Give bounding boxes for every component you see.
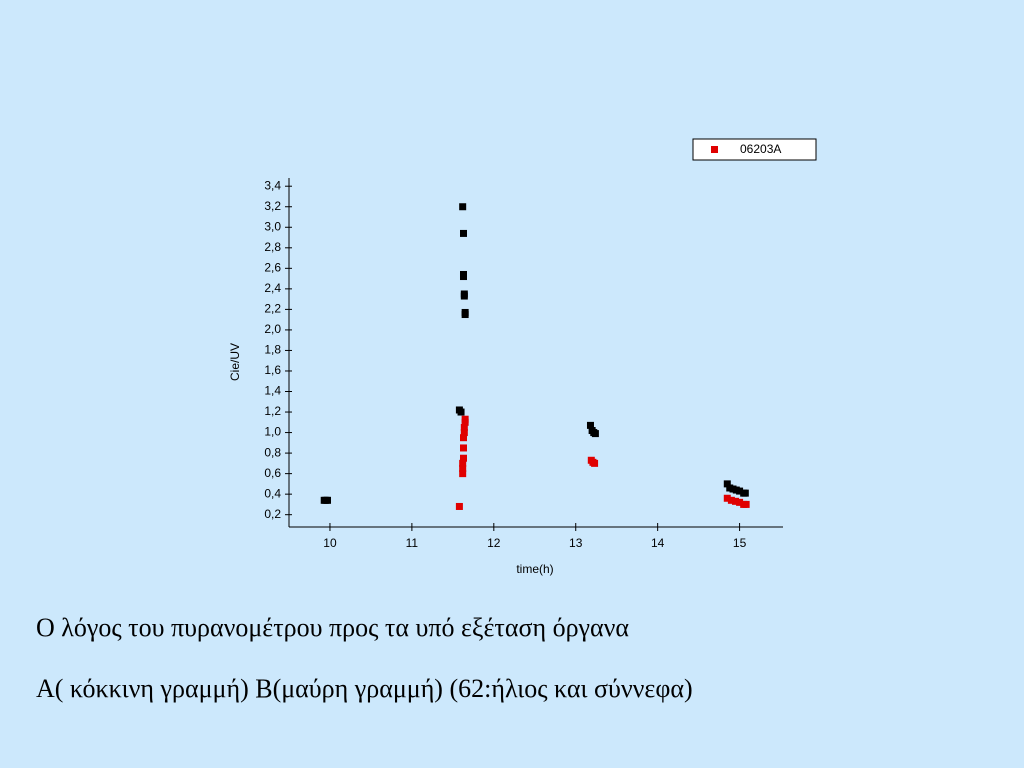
- point: [459, 464, 467, 472]
- point: [727, 496, 735, 504]
- x-tick-label: 13: [569, 536, 583, 550]
- y-tick-label: 2,6: [264, 261, 281, 275]
- point: [324, 496, 332, 504]
- y-tick-label: 0,4: [264, 486, 281, 500]
- legend-label: 06203A: [740, 142, 781, 156]
- y-tick-label: 3,0: [264, 219, 281, 233]
- y-axis-label: Cie/UV: [228, 343, 242, 381]
- caption-line: Α( κόκκινη γραμμή) Β(μαύρη γραμμή) (62:ή…: [36, 674, 693, 703]
- x-tick-label: 15: [733, 536, 747, 550]
- point: [723, 494, 731, 502]
- y-tick-label: 1,0: [264, 425, 281, 439]
- point: [591, 430, 599, 438]
- point: [461, 415, 469, 423]
- y-tick-label: 2,4: [264, 281, 281, 295]
- y-tick-label: 3,2: [264, 199, 281, 213]
- y-tick-label: 3,4: [264, 178, 281, 192]
- y-tick-label: 0,2: [264, 507, 281, 521]
- x-tick-label: 12: [487, 536, 501, 550]
- point: [460, 292, 468, 300]
- point: [461, 311, 469, 319]
- point: [736, 498, 744, 506]
- y-tick-label: 1,4: [264, 384, 281, 398]
- point: [459, 434, 467, 442]
- y-tick-label: 1,6: [264, 363, 281, 377]
- y-tick-label: 2,8: [264, 240, 281, 254]
- x-tick-label: 11: [406, 536, 419, 550]
- point: [455, 502, 463, 510]
- point: [742, 500, 750, 508]
- point: [459, 470, 467, 478]
- y-tick-label: 1,8: [264, 343, 281, 357]
- x-tick-label: 14: [651, 536, 665, 550]
- point: [723, 480, 731, 488]
- point: [459, 459, 467, 467]
- point: [457, 408, 465, 416]
- y-tick-label: 0,8: [264, 445, 281, 459]
- point: [460, 429, 468, 437]
- point: [731, 497, 739, 505]
- point: [459, 454, 467, 462]
- x-axis-label: time(h): [516, 562, 553, 576]
- point: [460, 423, 468, 431]
- point: [591, 459, 599, 467]
- caption-line: Ο λόγος του πυρανομέτρου προς τα υπό εξέ…: [36, 613, 629, 642]
- point: [459, 444, 467, 452]
- y-tick-label: 2,2: [264, 302, 281, 316]
- point: [459, 203, 467, 211]
- legend-marker: [711, 146, 718, 153]
- point: [741, 489, 749, 497]
- legend-box: [692, 138, 817, 161]
- point: [736, 487, 744, 495]
- y-tick-label: 2,0: [264, 322, 281, 336]
- point: [459, 273, 467, 281]
- y-tick-label: 0,6: [264, 466, 281, 480]
- x-tick-label: 10: [323, 536, 337, 550]
- y-tick-label: 1,2: [264, 404, 281, 418]
- point: [586, 421, 594, 429]
- point: [459, 229, 467, 237]
